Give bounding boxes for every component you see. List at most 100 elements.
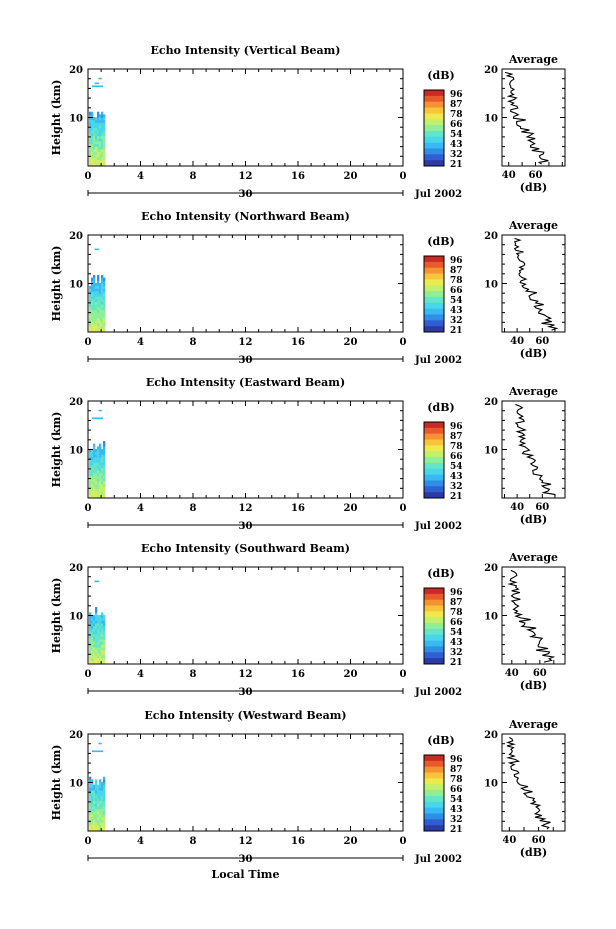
colorbar-segment bbox=[424, 468, 444, 473]
heatmap-cell bbox=[95, 467, 98, 471]
heatmap-cell bbox=[97, 795, 100, 799]
colorbar-segment bbox=[424, 763, 444, 768]
heatmap-cell bbox=[91, 470, 94, 474]
heatmap-cell bbox=[89, 454, 92, 458]
colorbar-segment bbox=[424, 649, 444, 653]
heatmap-cell bbox=[103, 478, 106, 482]
heatmap-cell bbox=[97, 483, 100, 487]
heatmap-cell bbox=[91, 615, 94, 619]
heatmap-cell bbox=[101, 790, 104, 794]
heatmap-cell bbox=[99, 467, 102, 471]
heatmap-cell bbox=[91, 816, 94, 820]
heatmap-cell bbox=[99, 795, 102, 799]
heatmap-cell bbox=[91, 750, 104, 753]
colorbar-segment bbox=[424, 658, 444, 662]
heatmap-cell bbox=[94, 248, 100, 251]
heatmap-cell bbox=[93, 470, 96, 474]
heatmap-cell bbox=[103, 787, 106, 791]
date-label: Jul 2002 bbox=[414, 521, 462, 532]
heatmap-cell bbox=[101, 657, 104, 661]
heatmap-cell bbox=[103, 649, 106, 653]
colorbar-segment bbox=[424, 154, 444, 158]
heatmap-cell bbox=[93, 309, 96, 313]
panel-5: Echo Intensity (Westward Beam) 0 4 8 12 16 20 0… bbox=[50, 709, 566, 865]
heatmap-cell bbox=[101, 114, 104, 118]
heatmap-cell bbox=[101, 304, 104, 308]
heatmap-cell bbox=[91, 491, 94, 495]
heatmap-cell bbox=[101, 625, 104, 629]
heatmap-cell bbox=[89, 478, 92, 482]
heatmap-cell bbox=[99, 283, 102, 287]
heatmap-cell bbox=[101, 293, 104, 297]
heatmap-cell bbox=[91, 808, 94, 812]
heatmap-cell bbox=[89, 615, 92, 619]
heatmap-cell bbox=[91, 119, 94, 123]
heatmap-cell bbox=[103, 119, 106, 123]
heatmap-cell bbox=[99, 312, 102, 316]
avg-x-tick-label: 60 bbox=[533, 668, 547, 679]
avg-profile-line bbox=[507, 569, 556, 663]
colorbar-segment bbox=[424, 323, 444, 327]
colorbar-segment bbox=[424, 778, 444, 782]
heatmap-cell bbox=[95, 149, 98, 153]
heatmap-cell bbox=[97, 315, 100, 319]
heatmap-cell bbox=[89, 291, 92, 295]
colorbar-segment bbox=[424, 296, 444, 301]
x-tick-label: 0 bbox=[400, 171, 407, 182]
heatmap-cell bbox=[99, 143, 102, 147]
heatmap-cell bbox=[95, 779, 98, 783]
heatmap-cell bbox=[93, 636, 96, 640]
heatmap-cell bbox=[101, 628, 104, 632]
colorbar-segment bbox=[424, 640, 444, 645]
x-tick-label: 0 bbox=[400, 503, 407, 514]
heatmap-cell bbox=[93, 478, 96, 482]
heatmap-cell bbox=[99, 790, 102, 794]
heatmap-cell bbox=[99, 157, 102, 161]
colorbar-segment bbox=[424, 655, 444, 659]
heatmap-cell bbox=[99, 641, 102, 645]
heatmap-cell bbox=[103, 615, 106, 619]
colorbar-label: 54 bbox=[450, 628, 463, 638]
heatmap-cell bbox=[101, 486, 104, 490]
heatmap-cell bbox=[91, 617, 94, 621]
heatmap-cell bbox=[101, 641, 104, 645]
colorbar-label: 54 bbox=[450, 795, 463, 805]
heatmap-cell bbox=[97, 111, 100, 115]
day-label: 30 bbox=[239, 687, 253, 698]
panel-4: Echo Intensity (Southward Beam) 0 4 8 12 16 20… bbox=[50, 542, 566, 698]
heatmap-cell bbox=[99, 822, 102, 826]
heatmap-cell bbox=[97, 133, 100, 137]
avg-title: Average bbox=[508, 385, 558, 398]
heatmap-cell bbox=[89, 806, 92, 810]
y-tick-label: 20 bbox=[69, 730, 83, 741]
heatmap-cell bbox=[94, 580, 100, 583]
colorbar-segment bbox=[424, 617, 444, 621]
heatmap-cell bbox=[97, 800, 100, 804]
heatmap-cell bbox=[95, 649, 98, 653]
heatmap-cell bbox=[93, 655, 96, 659]
heatmap-cell bbox=[103, 819, 106, 823]
heatmap-cell bbox=[95, 816, 98, 820]
heatmap-cell bbox=[99, 328, 102, 332]
colorbar-segment bbox=[424, 160, 444, 164]
heatmap-cell bbox=[91, 138, 94, 142]
heatmap-cell bbox=[95, 612, 98, 616]
plot-frame bbox=[87, 68, 404, 167]
heatmap-cell bbox=[99, 814, 102, 818]
heatmap-cell bbox=[95, 814, 98, 818]
heatmap-cell bbox=[93, 798, 96, 802]
heatmap-cell bbox=[97, 462, 100, 466]
heatmap-cell bbox=[99, 125, 102, 129]
heatmap-cell bbox=[89, 309, 92, 313]
heatmap-cell bbox=[91, 481, 94, 485]
colorbar-label: 87 bbox=[450, 266, 463, 276]
heatmap-cell bbox=[93, 822, 96, 826]
x-tick-label: 4 bbox=[137, 503, 144, 514]
colorbar-segment bbox=[424, 620, 444, 624]
colorbar-label: 32 bbox=[450, 648, 463, 658]
heatmap-cell bbox=[99, 489, 102, 493]
colorbar-segment bbox=[424, 643, 444, 647]
heatmap-cell bbox=[91, 154, 94, 158]
heatmap-cell bbox=[91, 631, 94, 635]
